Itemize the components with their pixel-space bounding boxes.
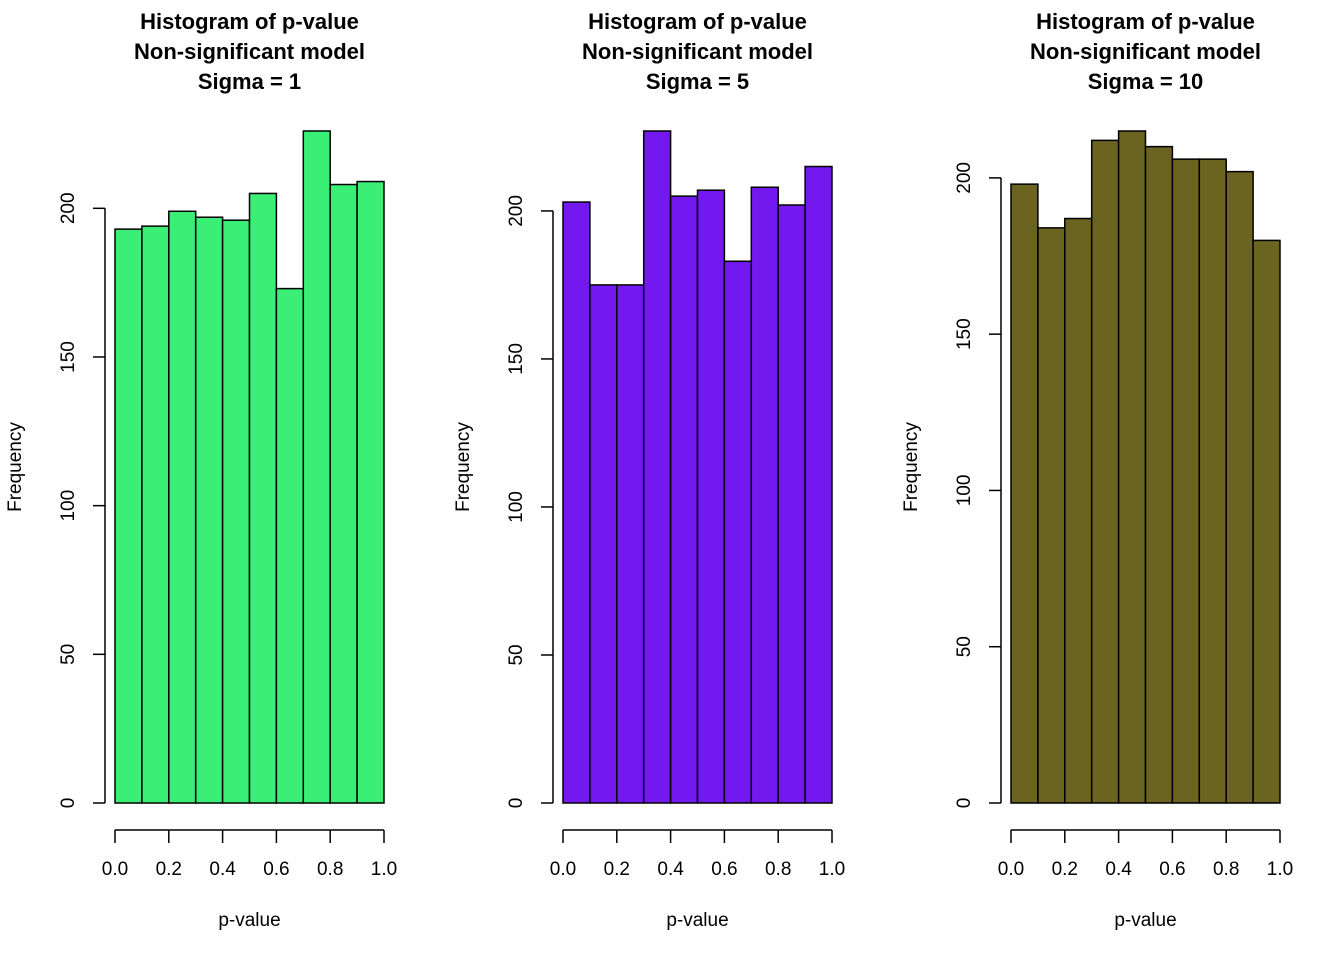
- bar: [777, 204, 806, 804]
- x-tick-label: 0.2: [604, 859, 630, 880]
- chart-title: Sigma = 5: [646, 69, 749, 94]
- bar: [275, 287, 305, 804]
- x-tick-label: 0.8: [1213, 859, 1239, 880]
- y-tick-label: 200: [954, 162, 975, 194]
- x-tick-label: 1.0: [371, 859, 397, 880]
- y-axis-label: Frequency: [5, 422, 26, 512]
- bar: [114, 228, 143, 804]
- bar: [562, 201, 591, 804]
- bar: [1064, 217, 1093, 804]
- x-axis-label: p-value: [218, 910, 280, 931]
- x-tick-label: 0.0: [550, 859, 576, 880]
- x-tick-label: 0.4: [1105, 859, 1132, 880]
- bar: [723, 260, 753, 804]
- y-axis-label: Frequency: [901, 422, 922, 512]
- y-axis-label: Frequency: [453, 422, 474, 512]
- bar: [1225, 170, 1254, 804]
- bar: [248, 192, 278, 804]
- chart-title: Histogram of p-value: [588, 9, 807, 34]
- bar: [1144, 145, 1174, 804]
- y-tick-label: 150: [506, 343, 527, 375]
- bar: [302, 130, 331, 804]
- y-tick-label: 100: [58, 490, 79, 522]
- chart-title: Histogram of p-value: [140, 9, 359, 34]
- y-tick-label: 200: [506, 195, 527, 227]
- x-tick-label: 0.8: [765, 859, 791, 880]
- bar: [1090, 139, 1120, 804]
- x-axis-label: p-value: [666, 910, 728, 931]
- chart-title: Sigma = 1: [198, 69, 301, 94]
- bar: [750, 186, 779, 804]
- y-tick-label: 100: [506, 491, 527, 523]
- bar: [141, 225, 170, 804]
- y-tick-label: 0: [954, 798, 975, 809]
- bar: [1010, 183, 1039, 804]
- bar: [1117, 130, 1147, 804]
- bar: [642, 130, 672, 804]
- bar: [589, 284, 618, 804]
- bar: [696, 189, 726, 804]
- chart-title: Histogram of p-value: [1036, 9, 1255, 34]
- x-tick-label: 0.2: [1052, 859, 1078, 880]
- bar: [329, 183, 358, 804]
- y-tick-label: 0: [58, 798, 79, 809]
- bar: [1198, 158, 1227, 804]
- x-tick-label: 1.0: [1267, 859, 1293, 880]
- bar: [168, 210, 197, 804]
- bar: [1037, 227, 1066, 804]
- bar: [1252, 239, 1281, 804]
- x-tick-label: 0.8: [317, 859, 343, 880]
- bar: [669, 195, 699, 804]
- x-tick-label: 1.0: [819, 859, 845, 880]
- bar: [804, 165, 833, 804]
- bar: [616, 284, 645, 804]
- y-tick-label: 50: [506, 644, 527, 665]
- y-tick-label: 150: [58, 341, 79, 373]
- x-tick-label: 0.6: [263, 859, 289, 880]
- x-tick-label: 0.4: [657, 859, 684, 880]
- y-tick-label: 50: [954, 636, 975, 657]
- y-tick-label: 50: [58, 644, 79, 665]
- y-tick-label: 0: [506, 798, 527, 809]
- chart-title: Non-significant model: [582, 39, 813, 64]
- x-tick-label: 0.4: [209, 859, 236, 880]
- y-tick-label: 150: [954, 318, 975, 350]
- bar: [221, 219, 251, 804]
- y-tick-label: 100: [954, 475, 975, 507]
- x-tick-label: 0.2: [156, 859, 182, 880]
- y-tick-label: 200: [58, 192, 79, 224]
- x-tick-label: 0.6: [1159, 859, 1185, 880]
- x-tick-label: 0.0: [998, 859, 1024, 880]
- bar: [1171, 158, 1201, 804]
- x-axis-label: p-value: [1114, 910, 1176, 931]
- chart-title: Non-significant model: [134, 39, 365, 64]
- x-tick-label: 0.0: [102, 859, 128, 880]
- chart-title: Non-significant model: [1030, 39, 1261, 64]
- x-tick-label: 0.6: [711, 859, 737, 880]
- chart-title: Sigma = 10: [1088, 69, 1204, 94]
- bar: [356, 180, 385, 804]
- bar: [194, 216, 224, 804]
